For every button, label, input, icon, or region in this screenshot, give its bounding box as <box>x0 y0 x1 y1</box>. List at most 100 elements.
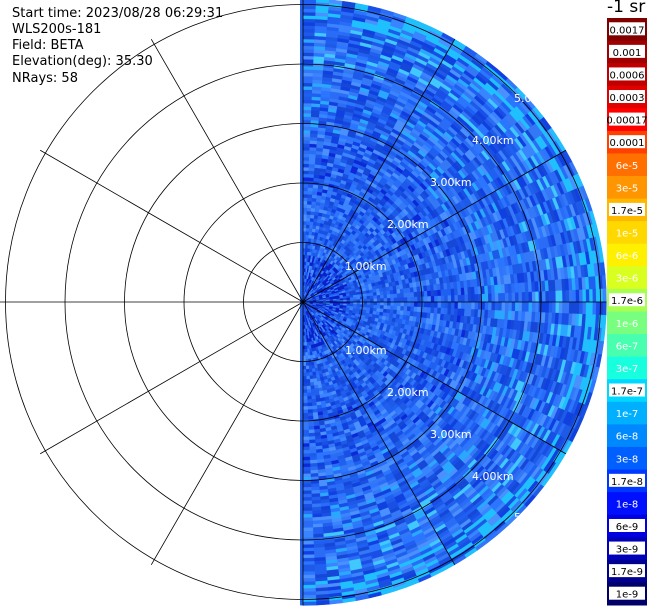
data-cell <box>410 306 415 312</box>
data-cell <box>491 293 496 303</box>
data-cell <box>370 301 375 306</box>
data-cell <box>302 143 311 148</box>
data-cell <box>440 301 445 309</box>
data-cell <box>302 409 309 414</box>
data-cell <box>302 150 310 154</box>
data-cell <box>437 295 442 303</box>
data-cell <box>305 234 310 239</box>
data-cell <box>304 352 308 357</box>
data-cell <box>447 301 452 309</box>
data-cell <box>461 294 466 303</box>
data-cell <box>304 345 308 350</box>
data-cell <box>302 86 313 90</box>
data-cell <box>437 301 442 309</box>
data-cell <box>383 294 388 299</box>
data-cell <box>376 291 381 296</box>
data-cell <box>451 301 455 309</box>
data-cell <box>309 446 317 451</box>
data-cell <box>440 289 445 297</box>
data-cell <box>379 308 384 313</box>
data-cell <box>494 293 499 303</box>
data-cell <box>417 301 422 308</box>
data-cell <box>302 119 312 124</box>
data-cell <box>302 133 311 138</box>
data-cell <box>302 99 313 104</box>
data-cell <box>302 109 312 114</box>
data-cell <box>410 292 415 298</box>
data-cell <box>416 291 422 298</box>
data-cell <box>302 79 313 84</box>
data-cell <box>302 399 308 404</box>
data-cell <box>363 296 368 300</box>
data-cell <box>400 297 405 303</box>
data-cell <box>387 301 391 307</box>
data-cell <box>302 89 313 94</box>
data-cell <box>302 514 313 518</box>
data-cell <box>420 301 425 308</box>
data-cell <box>305 362 309 367</box>
data-cell <box>407 297 412 303</box>
data-cell <box>302 227 307 232</box>
data-cell <box>308 177 315 182</box>
data-cell <box>310 214 315 219</box>
data-cell <box>424 301 428 308</box>
data-cell <box>363 301 368 306</box>
data-cell <box>307 419 314 424</box>
data-cell <box>528 291 533 303</box>
data-cell <box>306 379 311 384</box>
data-cell <box>467 294 472 303</box>
data-cell <box>308 163 316 168</box>
data-cell <box>302 386 308 390</box>
data-cell <box>488 301 493 311</box>
data-cell <box>302 507 313 512</box>
data-cell <box>302 369 307 374</box>
data-cell <box>491 301 496 311</box>
data-cell <box>440 307 445 315</box>
data-cell <box>386 309 391 314</box>
data-cell <box>310 385 315 390</box>
data-cell <box>380 301 385 306</box>
data-cell <box>369 295 374 300</box>
data-cell <box>461 301 466 310</box>
data-cell <box>413 301 418 308</box>
data-cell <box>302 527 314 532</box>
data-cell <box>454 295 459 303</box>
data-cell <box>302 82 313 87</box>
data-cell <box>521 292 526 303</box>
data-cell <box>434 295 439 303</box>
data-cell <box>302 92 313 97</box>
data-cell <box>397 301 401 307</box>
data-cell <box>302 443 310 448</box>
data-cell <box>304 348 308 353</box>
data-cell <box>515 292 519 303</box>
data-cell <box>302 433 310 438</box>
data-cell <box>525 301 530 313</box>
data-cell <box>373 295 378 300</box>
data-cell <box>302 426 309 431</box>
data-cell <box>302 490 312 495</box>
data-cell <box>302 419 309 424</box>
data-cell <box>471 294 476 303</box>
data-cell <box>308 426 315 431</box>
data-cell <box>393 297 398 303</box>
data-cell <box>308 439 316 444</box>
data-cell <box>302 200 308 205</box>
data-cell <box>302 436 310 441</box>
data-cell <box>302 530 314 535</box>
data-cell <box>302 204 308 208</box>
data-cell <box>366 292 371 297</box>
data-cell <box>307 193 313 199</box>
data-cell <box>302 493 312 498</box>
data-cell <box>443 289 449 297</box>
data-cell <box>302 450 310 454</box>
data-cell <box>302 237 307 242</box>
data-cell <box>307 405 313 411</box>
data-cell <box>302 139 311 144</box>
data-cell <box>434 301 439 309</box>
data-cell <box>305 231 310 236</box>
data-cell <box>376 301 381 306</box>
data-cell <box>393 305 398 311</box>
data-cell <box>416 306 422 313</box>
data-cell <box>306 224 310 229</box>
